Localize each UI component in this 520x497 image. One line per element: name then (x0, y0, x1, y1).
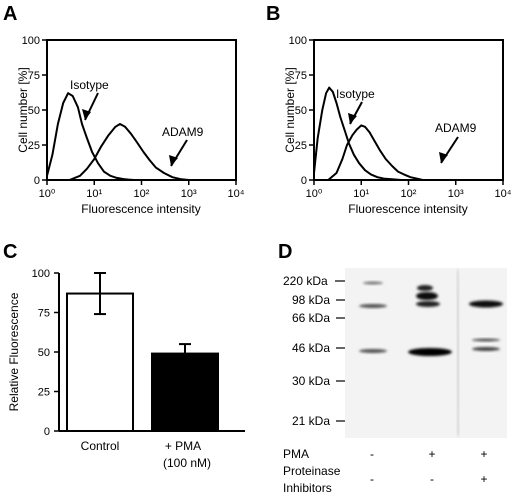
y-tick-label: 0 (34, 175, 40, 187)
condition-label-pma: PMA (283, 447, 309, 461)
y-tick-label: 25 (295, 140, 307, 152)
band-lane2-98b (416, 301, 440, 307)
band-lane2-upper (417, 285, 433, 291)
band-lane1-98 (359, 304, 387, 308)
band-lane1-46 (359, 349, 387, 353)
panel-letter-c: C (3, 241, 17, 263)
series-line-isotype (313, 86, 402, 181)
inhibitor-lane1: - (370, 472, 374, 486)
marker-30kda: 30 kDa (292, 374, 330, 388)
marker-98kda: 98 kDa (292, 293, 330, 307)
series-line-adam9 (327, 124, 423, 181)
category-sublabel-pma: (100 nM) (163, 456, 211, 470)
band-lane1-220 (363, 281, 383, 285)
bar-pma (151, 352, 219, 432)
annotation-adam9-b: ADAM9 (435, 121, 477, 135)
y-axis-label-b: Cell number [%] (283, 67, 297, 152)
marker-66kda: 66 kDa (292, 311, 330, 325)
marker-46kda: 46 kDa (292, 341, 330, 355)
x-tick-label: 10³ (448, 188, 464, 200)
bar-chart-c: 0 25 50 75 100 Relative Fluorescence Control… (7, 268, 245, 470)
plot-frame-a (46, 39, 237, 181)
y-tick-label: 75 (38, 308, 50, 320)
arrowhead-adam9-b (439, 152, 448, 163)
pma-lane3: + (480, 447, 487, 461)
band-lane2-98a (416, 292, 438, 300)
western-blot-d: 220 kDa 98 kDa 66 kDa 46 kDa 30 kDa 21 k… (283, 268, 507, 495)
pma-lane2: + (428, 447, 435, 461)
x-tick-label: 10³ (181, 188, 197, 200)
x-tick-label: 10² (401, 188, 417, 200)
y-tick-label: 0 (44, 426, 50, 438)
arrowhead-adam9-a (169, 155, 178, 166)
x-tick-label: 10⁰ (39, 188, 56, 200)
y-tick-label: 75 (28, 70, 40, 82)
arrowhead-isotype-b (348, 113, 357, 124)
band-lane2-46 (408, 348, 452, 356)
x-tick-label: 10¹ (353, 188, 369, 200)
marker-220kda: 220 kDa (283, 274, 328, 288)
panel-letter-d: D (278, 241, 292, 263)
annotation-isotype-b: Isotype (336, 87, 375, 101)
annotation-isotype-a: Isotype (70, 78, 109, 92)
series-line-isotype (46, 92, 142, 181)
arrowhead-isotype-a (82, 109, 91, 120)
x-tick-label: 10⁴ (495, 188, 512, 200)
panel-letter-a: A (3, 3, 17, 25)
histogram-a: 0 25 50 75 100 10⁰ 10¹ 10² 10³ 10⁴ Cell number [… (16, 35, 245, 216)
y-tick-label: 100 (289, 35, 307, 47)
y-tick-label: 75 (295, 70, 307, 82)
band-lane3-46 (472, 347, 500, 351)
y-tick-label: 50 (38, 347, 50, 359)
inhibitor-lane2: - (430, 472, 434, 486)
band-lane3-98 (469, 300, 503, 308)
pma-lane1: - (370, 447, 374, 461)
x-tick-label: 10⁴ (228, 188, 245, 200)
x-tick-label: 10² (134, 188, 150, 200)
y-tick-label: 50 (295, 105, 307, 117)
bar-control (66, 292, 134, 433)
inhibitor-lane3: + (480, 472, 487, 486)
y-tick-label: 100 (32, 268, 50, 280)
y-axis-label-c: Relative Fluorescence (7, 292, 21, 411)
y-tick-label: 25 (38, 387, 50, 399)
histogram-b: 0 25 50 75 100 10⁰ 10¹ 10² 10³ 10⁴ Cell number [… (283, 35, 512, 216)
condition-label-proteinase: Proteinase (283, 464, 341, 478)
y-tick-label: 50 (28, 105, 40, 117)
series-line-adam9 (69, 123, 189, 181)
category-label-pma: + PMA (165, 439, 201, 453)
x-tick-label: 10¹ (86, 188, 102, 200)
x-axis-label-b: Fluorescence intensity (348, 202, 467, 216)
lane-divider (456, 269, 460, 437)
band-lane3-50 (472, 338, 500, 342)
y-tick-label: 0 (301, 175, 307, 187)
marker-21kda: 21 kDa (292, 414, 330, 428)
x-tick-label: 10⁰ (306, 188, 323, 200)
panel-letter-b: B (266, 3, 280, 25)
annotation-adam9-a: ADAM9 (162, 125, 204, 139)
y-axis-label-a: Cell number [%] (16, 67, 30, 152)
category-label-control: Control (81, 439, 120, 453)
x-axis-label-a: Fluorescence intensity (81, 202, 200, 216)
y-tick-label: 25 (28, 140, 40, 152)
y-tick-label: 100 (22, 35, 40, 47)
condition-label-inhibitors: Inhibitors (283, 481, 332, 495)
